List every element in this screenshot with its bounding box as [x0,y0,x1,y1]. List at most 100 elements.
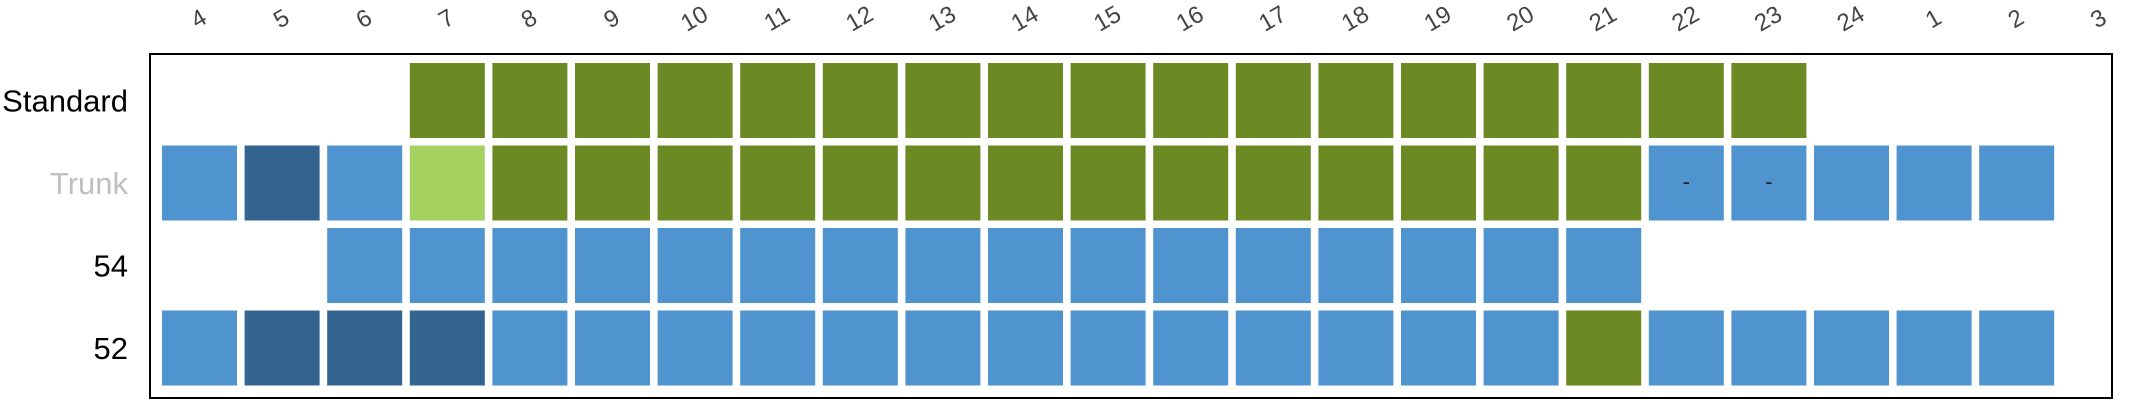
heatmap-cell [822,63,898,138]
heatmap-cell [1235,310,1311,386]
heatmap-cell [1979,145,2055,221]
heatmap-cell [1153,63,1229,138]
column-label: 10 [676,1,713,38]
heatmap-cell [1070,310,1146,386]
heatmap-cell [1566,310,1642,386]
heatmap-cell [409,310,485,386]
heatmap-cell [905,145,981,221]
heatmap-cell [492,310,568,386]
heatmap-cell [575,228,650,303]
heatmap-cell [1483,228,1559,303]
heatmap-cell [1401,310,1476,386]
heatmap-cell [1235,63,1311,138]
heatmap-cell [1566,228,1642,303]
row-label: 54 [94,249,128,284]
heatmap-cell [1318,63,1394,138]
heatmap-cell [822,228,898,303]
heatmap-cell [657,310,733,386]
heatmap-cell [1896,145,1972,221]
heatmap-cell [822,145,898,221]
column-label: 20 [1502,1,1539,38]
heatmap-cell [492,63,568,138]
column-label: 12 [841,1,878,38]
heatmap-cell [740,145,816,221]
cell-label: - [1683,169,1690,194]
heatmap-cell [1731,63,1807,138]
heatmap-cell [575,310,650,386]
heatmap-cell [1731,145,1807,221]
row-label: Standard [2,84,128,119]
row-label: 52 [94,331,128,366]
heatmap-cell [1235,228,1311,303]
column-label: 14 [1007,1,1044,38]
column-label: 2 [2004,4,2029,34]
heatmap-cell [162,145,237,221]
heatmap-cell [657,145,733,221]
heatmap-cell [409,145,485,221]
heatmap-cell [244,145,320,221]
column-label: 21 [1585,1,1622,38]
heatmap-cell [327,145,403,221]
heatmap-cell [575,145,650,221]
heatmap-cell [1401,145,1476,221]
column-label: 11 [760,1,795,37]
column-label: 22 [1667,1,1704,38]
heatmap-cell [1483,63,1559,138]
heatmap-cell [244,310,320,386]
column-label: 8 [517,4,542,34]
heatmap-cell [1979,310,2055,386]
cell-label: - [1765,169,1772,194]
heatmap-cell [1318,228,1394,303]
column-labels: 4 5 6 7 8 9 10 11 12 13 14 15 16 17 18 19 20 21 22 23 24 1 2 3 [186,1,2111,38]
column-label: 9 [599,4,624,34]
heatmap-cell [657,63,733,138]
heatmap-cell [1648,145,1724,221]
heatmap-cell [409,63,485,138]
heatmap-cell [1731,310,1807,386]
heatmap-cell [1648,310,1724,386]
heatmap-cell [1235,145,1311,221]
row-label: Trunk [50,166,129,201]
column-label: 19 [1420,1,1457,38]
heatmap-cell [740,310,816,386]
column-label: 6 [352,4,377,34]
heatmap-cell [905,63,981,138]
heatmap-cell [1648,63,1724,138]
heatmap-cell [988,228,1063,303]
heatmap-cell [1070,228,1146,303]
heatmap-cell [1070,63,1146,138]
heatmap-cell [905,228,981,303]
heatmap-cell [988,63,1063,138]
heatmap-cell [1566,145,1642,221]
column-label: 17 [1254,1,1291,38]
column-label: 13 [924,1,961,38]
column-label: 24 [1833,1,1870,38]
column-label: 5 [269,4,294,34]
heatmap-cell [740,228,816,303]
heatmap-cell [1483,310,1559,386]
column-label: 3 [2086,4,2111,34]
heatmap-cell [1153,310,1229,386]
heatmap-cell [492,228,568,303]
column-label: 18 [1337,1,1374,38]
heatmap-cell [657,228,733,303]
heatmap-cell [740,63,816,138]
heatmap-cell [905,310,981,386]
heatmap-cell [1153,228,1229,303]
heatmap-cell [1153,145,1229,221]
heatmap-cell [409,228,485,303]
heatmap-cell [1070,145,1146,221]
heatmap-cell [1896,310,1972,386]
plot-frame [149,53,2113,399]
heatmap-cells: -- [162,63,2055,386]
heatmap-cell [1814,145,1889,221]
heatmap-cell [1483,145,1559,221]
heatmap-cell [327,228,403,303]
column-label: 7 [434,4,459,34]
heatmap-cell [492,145,568,221]
column-label: 4 [186,4,211,34]
heatmap-cell [1318,145,1394,221]
heatmap-cell [1566,63,1642,138]
heatmap-cell [988,310,1063,386]
